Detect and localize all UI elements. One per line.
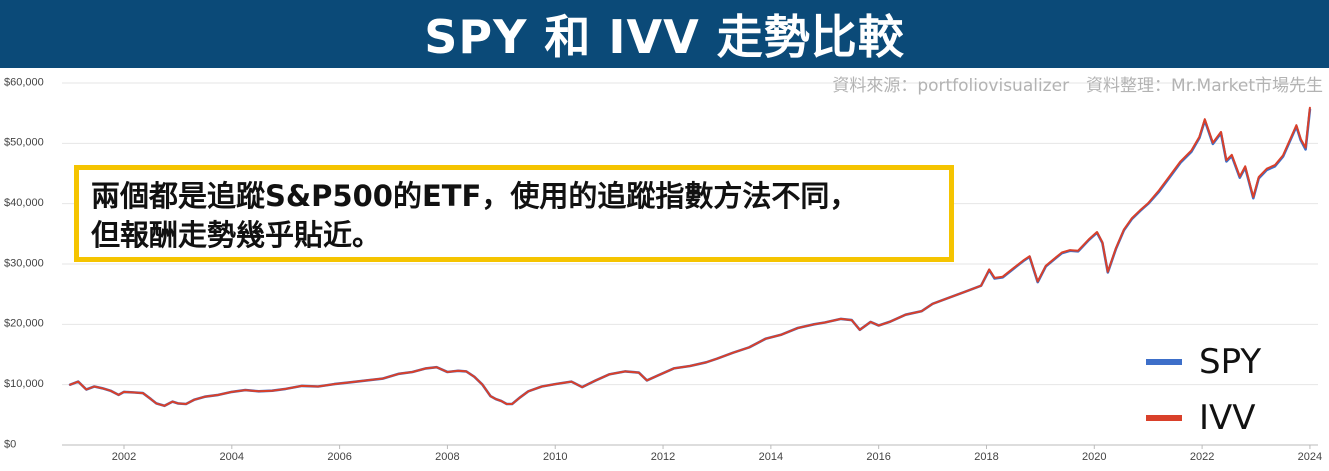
x-tick-label: 2002 xyxy=(112,451,136,463)
x-tick-label: 2012 xyxy=(651,451,675,463)
y-tick-label: $20,000 xyxy=(4,318,44,330)
legend-label-ivv: IVV xyxy=(1199,398,1256,438)
chart-title: SPY 和 IVV 走勢比較 xyxy=(424,10,905,64)
y-tick-label: $60,000 xyxy=(4,76,44,88)
legend-item-ivv: IVV xyxy=(1146,390,1261,446)
y-tick-label: $50,000 xyxy=(4,137,44,149)
x-tick-label: 2006 xyxy=(327,451,351,463)
x-tick-label: 2018 xyxy=(974,451,998,463)
legend-label-spy: SPY xyxy=(1199,342,1262,382)
y-tick-label: $10,000 xyxy=(4,378,44,390)
x-tick-label: 2020 xyxy=(1082,451,1106,463)
data-source-note: 資料來源：portfoliovisualizer 資料整理：Mr.Market市… xyxy=(832,76,1323,96)
x-tick-label: 2008 xyxy=(435,451,459,463)
legend-swatch-spy xyxy=(1146,359,1182,365)
chart-legend: SPY IVV xyxy=(1146,334,1261,446)
legend-swatch-ivv xyxy=(1146,415,1182,421)
y-tick-label: $30,000 xyxy=(4,257,44,269)
title-banner: SPY 和 IVV 走勢比較 xyxy=(0,0,1329,68)
y-tick-label: $40,000 xyxy=(4,197,44,209)
callout-line-1: 兩個都是追蹤S&P500的ETF，使用的追蹤指數方法不同， xyxy=(91,179,859,213)
x-tick-label: 2024 xyxy=(1298,451,1322,463)
x-tick-label: 2004 xyxy=(220,451,244,463)
callout-box: 兩個都是追蹤S&P500的ETF，使用的追蹤指數方法不同， 但報酬走勢幾乎貼近。 xyxy=(74,165,954,262)
series-line-ivv xyxy=(69,106,1311,407)
x-tick-label: 2014 xyxy=(759,451,783,463)
x-tick-label: 2010 xyxy=(543,451,567,463)
legend-item-spy: SPY xyxy=(1146,334,1261,390)
y-tick-label: $0 xyxy=(4,438,16,450)
callout-line-2: 但報酬走勢幾乎貼近。 xyxy=(91,218,382,252)
x-tick-label: 2016 xyxy=(866,451,890,463)
x-tick-label: 2022 xyxy=(1190,451,1214,463)
